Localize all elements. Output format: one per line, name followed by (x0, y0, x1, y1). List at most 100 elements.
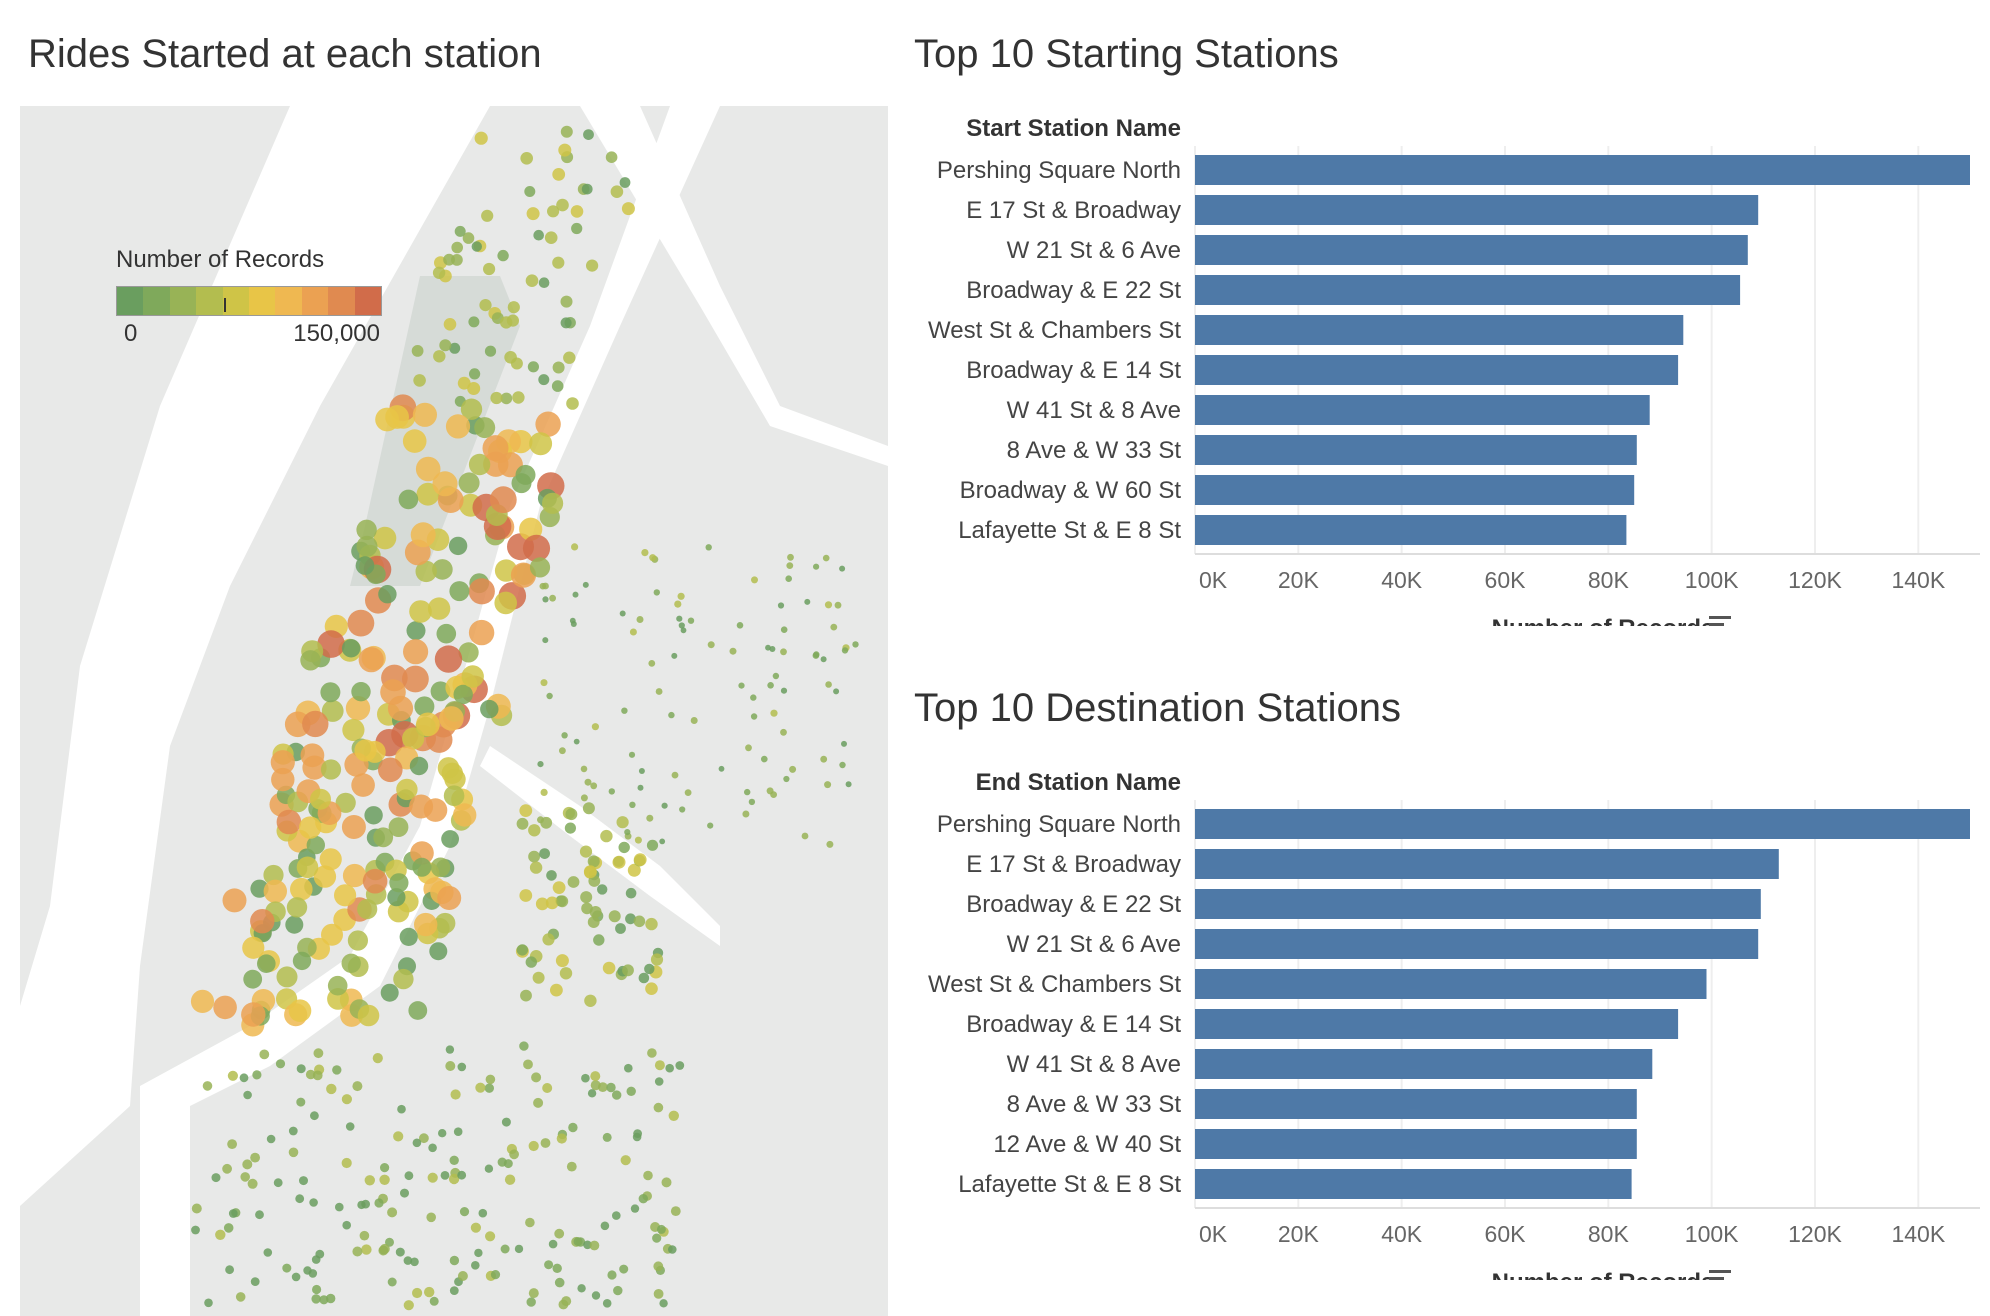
station-dot[interactable] (509, 1149, 519, 1160)
map-canvas[interactable] (20, 106, 888, 1316)
station-dot[interactable] (444, 768, 466, 790)
station-dot[interactable] (288, 1126, 298, 1136)
station-dot[interactable] (326, 1083, 337, 1095)
station-dot[interactable] (659, 838, 666, 845)
station-dot[interactable] (661, 1177, 672, 1188)
station-dot[interactable] (653, 1261, 664, 1272)
station-dot[interactable] (525, 956, 537, 968)
station-dot[interactable] (528, 824, 541, 837)
station-dot[interactable] (678, 622, 685, 629)
station-dot[interactable] (622, 964, 634, 977)
station-dot[interactable] (355, 556, 375, 575)
station-dot[interactable] (432, 266, 446, 279)
station-dot[interactable] (586, 259, 599, 272)
station-dot[interactable] (445, 1045, 455, 1054)
station-dot[interactable] (190, 989, 215, 1014)
station-dot[interactable] (408, 1001, 428, 1020)
station-dot[interactable] (403, 1300, 414, 1311)
station-dot[interactable] (415, 560, 437, 583)
station-dot[interactable] (327, 975, 348, 996)
station-dot[interactable] (587, 855, 600, 868)
station-dot[interactable] (373, 827, 394, 848)
station-dot[interactable] (439, 339, 452, 352)
station-dot[interactable] (497, 1157, 507, 1167)
station-dot[interactable] (525, 274, 539, 287)
station-dot[interactable] (313, 865, 337, 888)
station-dot[interactable] (519, 1041, 529, 1051)
station-dot[interactable] (668, 711, 675, 719)
station-dot[interactable] (644, 963, 655, 975)
station-dot[interactable] (409, 756, 429, 776)
station-dot[interactable] (633, 1129, 642, 1138)
station-dot[interactable] (514, 1244, 524, 1254)
station-dot[interactable] (378, 757, 403, 783)
station-dot[interactable] (380, 1163, 390, 1173)
station-dot[interactable] (528, 1288, 539, 1299)
station-dot[interactable] (529, 861, 543, 874)
station-dot[interactable] (687, 617, 695, 624)
station-dot[interactable] (546, 692, 553, 700)
station-dot[interactable] (387, 1207, 398, 1218)
station-dot[interactable] (761, 755, 768, 763)
station-dot[interactable] (621, 707, 628, 714)
station-dot[interactable] (584, 994, 597, 1007)
station-dot[interactable] (490, 391, 503, 405)
station-dot[interactable] (478, 1208, 488, 1218)
station-dot[interactable] (813, 651, 820, 658)
station-dot[interactable] (427, 1172, 438, 1183)
station-dot[interactable] (402, 429, 427, 453)
station-dot[interactable] (372, 1053, 383, 1064)
station-dot[interactable] (490, 1270, 501, 1280)
bar[interactable] (1195, 195, 1759, 225)
station-dot[interactable] (445, 414, 471, 439)
station-dot[interactable] (627, 863, 641, 877)
station-dot[interactable] (250, 909, 275, 934)
station-dot[interactable] (494, 591, 517, 615)
bar[interactable] (1195, 889, 1761, 919)
station-dot[interactable] (263, 1248, 273, 1257)
station-dot[interactable] (619, 1264, 629, 1274)
station-dot[interactable] (690, 717, 698, 724)
station-dot[interactable] (305, 1069, 316, 1080)
station-dot[interactable] (469, 368, 481, 380)
station-dot[interactable] (364, 806, 383, 825)
station-dot[interactable] (379, 1174, 390, 1186)
station-dot[interactable] (748, 798, 756, 806)
station-dot[interactable] (409, 794, 434, 819)
station-dot[interactable] (602, 961, 616, 975)
station-dot[interactable] (770, 791, 777, 798)
station-dot[interactable] (347, 609, 375, 637)
station-dot[interactable] (552, 168, 566, 181)
station-dot[interactable] (804, 598, 811, 605)
station-dot[interactable] (600, 829, 613, 843)
station-dot[interactable] (801, 832, 809, 840)
station-dot[interactable] (451, 241, 464, 254)
station-dot[interactable] (522, 534, 551, 562)
station-dot[interactable] (263, 879, 287, 903)
station-dot[interactable] (515, 464, 536, 485)
station-dot[interactable] (529, 432, 553, 456)
station-dot[interactable] (544, 1260, 554, 1270)
station-dot[interactable] (580, 765, 588, 773)
station-dot[interactable] (820, 656, 827, 663)
station-dot[interactable] (451, 254, 463, 266)
station-dot[interactable] (468, 578, 495, 605)
station-dot[interactable] (625, 913, 636, 925)
station-dot[interactable] (561, 732, 568, 739)
station-dot[interactable] (671, 771, 679, 779)
station-dot[interactable] (608, 788, 615, 795)
station-dot[interactable] (497, 249, 509, 262)
station-dot[interactable] (373, 526, 397, 550)
station-dot[interactable] (745, 744, 752, 752)
station-dot[interactable] (312, 1284, 322, 1295)
station-dot[interactable] (335, 1202, 344, 1212)
station-dot[interactable] (634, 836, 642, 844)
station-dot[interactable] (544, 231, 558, 244)
station-dot[interactable] (396, 778, 418, 801)
station-dot[interactable] (638, 768, 645, 774)
station-dot[interactable] (605, 151, 618, 163)
station-dot[interactable] (481, 209, 494, 222)
sort-icon[interactable] (1709, 616, 1731, 626)
station-dot[interactable] (841, 740, 847, 747)
station-dot[interactable] (783, 775, 790, 783)
